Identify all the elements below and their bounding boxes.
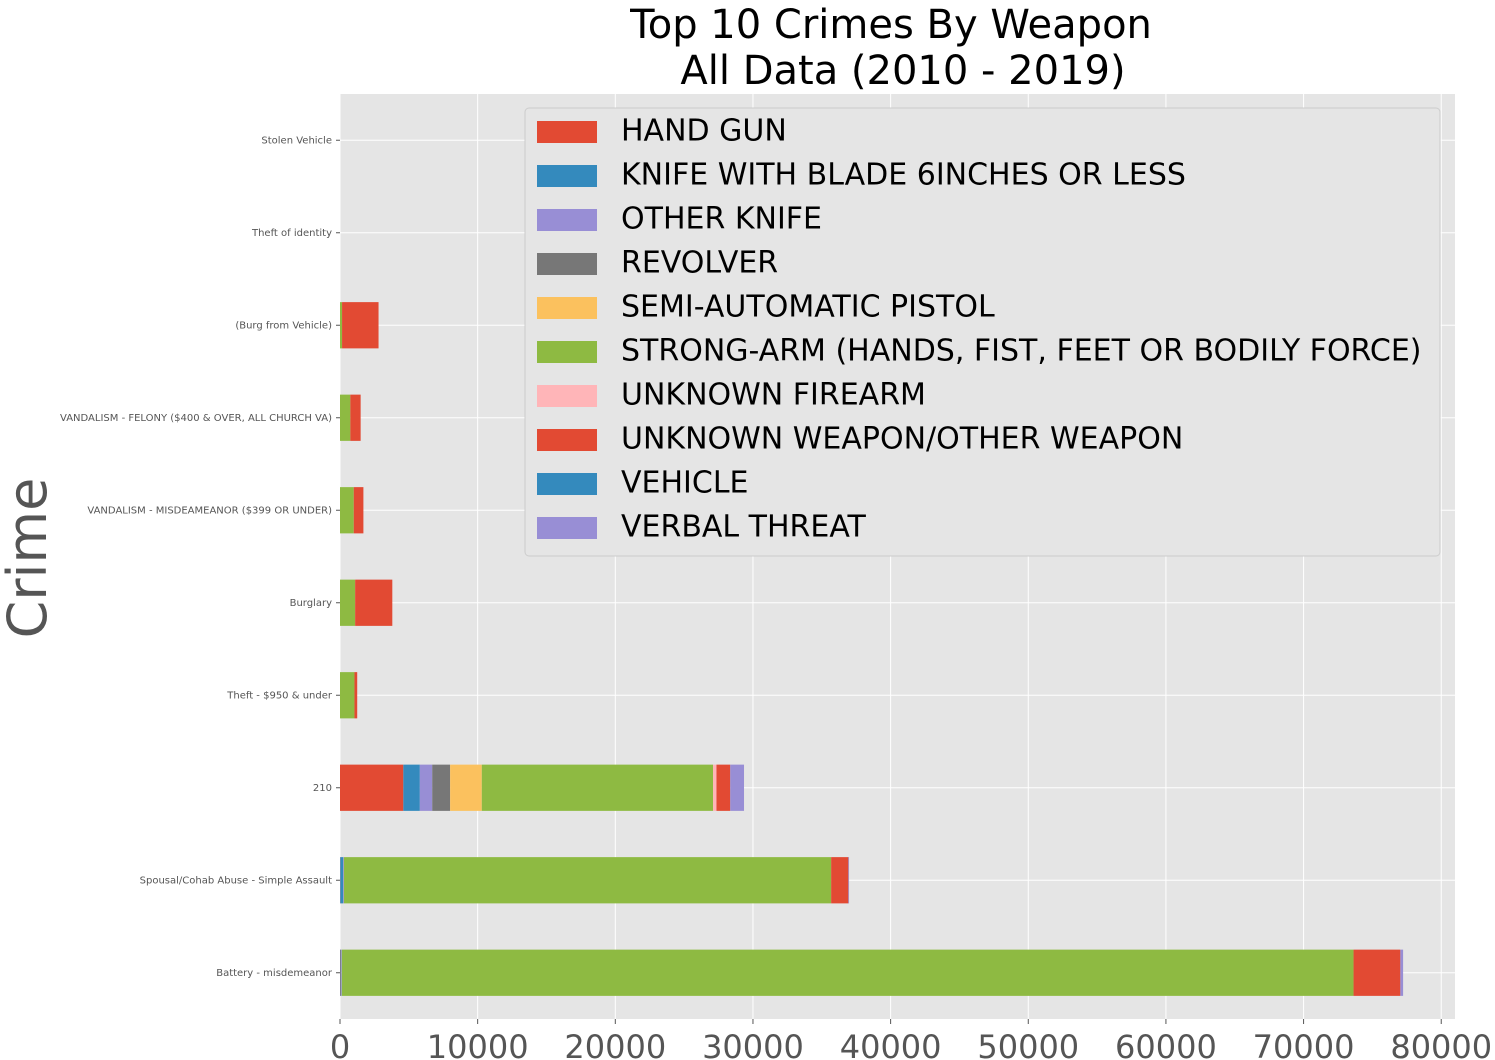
y-tick-label: Burglary	[290, 598, 332, 609]
x-axis-ticks: 0 10000 20000 30000 40000 50000 60000 70000 8000…	[330, 1019, 1492, 1060]
bar-segment	[342, 302, 379, 349]
bar-segment	[481, 764, 714, 811]
legend-swatch	[537, 429, 597, 451]
legend-swatch	[537, 517, 597, 539]
chart-subtitle: All Data (2010 - 2019)	[680, 48, 1125, 94]
y-axis-label: Crime	[0, 478, 59, 639]
legend-frame	[524, 107, 1441, 557]
bar-segment	[340, 487, 354, 534]
bar-segment	[354, 672, 358, 719]
y-tick-label: Spousal/Cohab Abuse - Simple Assault	[140, 875, 332, 886]
legend-swatch	[537, 121, 597, 143]
legend: HAND GUN KNIFE WITH BLADE 6INCHES OR LESS…	[524, 107, 1441, 557]
bar-segment	[340, 857, 344, 904]
bar-segment	[341, 949, 1354, 996]
legend-entry: VERBAL THREAT	[621, 510, 867, 545]
bar-segment	[340, 764, 404, 811]
legend-swatch	[537, 473, 597, 495]
bar-segment	[341, 949, 342, 996]
legend-swatch	[537, 253, 597, 275]
bar-segment	[730, 764, 745, 811]
bar-segment	[419, 764, 433, 811]
x-tick-label: 10000	[427, 1028, 529, 1060]
bar-segment	[432, 764, 451, 811]
legend-swatch	[537, 297, 597, 319]
x-tick-label: 20000	[564, 1028, 666, 1060]
y-tick-label: VANDALISM - FELONY ($400 & OVER, ALL CHU…	[60, 413, 332, 424]
x-tick-label: 40000	[840, 1028, 942, 1060]
legend-entry: KNIFE WITH BLADE 6INCHES OR LESS	[621, 158, 1186, 193]
bar-segment	[343, 857, 344, 904]
bar-segment	[340, 949, 342, 996]
bar-segment	[1353, 949, 1401, 996]
y-axis-ticks: Battery - misdemeanor Spousal/Cohab Abuse…	[60, 135, 340, 979]
bar-segment	[340, 394, 351, 441]
legend-swatch	[537, 209, 597, 231]
legend-entry: OTHER KNIFE	[621, 202, 822, 237]
bar-segment	[343, 857, 832, 904]
bar-segment	[340, 302, 343, 349]
legend-swatch	[537, 165, 597, 187]
y-tick-label: 210	[313, 783, 332, 794]
bar-segment	[355, 579, 393, 626]
bar-segment	[340, 579, 356, 626]
legend-swatch	[537, 385, 597, 407]
x-tick-label: 30000	[702, 1028, 804, 1060]
bar-segment	[403, 764, 420, 811]
legend-entry: STRONG-ARM (HANDS, FIST, FEET OR BODILY …	[621, 334, 1422, 369]
legend-entry: HAND GUN	[621, 114, 787, 149]
bars	[340, 302, 1404, 996]
bar-segment	[350, 394, 361, 441]
legend-swatch	[537, 341, 597, 363]
legend-entry: REVOLVER	[621, 246, 778, 281]
x-tick-label: 0	[330, 1028, 350, 1060]
y-tick-label: Theft - $950 & under	[226, 690, 333, 701]
y-tick-label: Stolen Vehicle	[261, 135, 332, 146]
legend-entry: UNKNOWN FIREARM	[621, 378, 926, 413]
x-tick-label: 50000	[977, 1028, 1079, 1060]
y-tick-label: (Burg from Vehicle)	[235, 320, 332, 331]
bar-segment	[1400, 949, 1404, 996]
x-tick-label: 70000	[1253, 1028, 1355, 1060]
bar-segment	[713, 764, 717, 811]
y-tick-label: Battery - misdemeanor	[216, 968, 333, 979]
legend-entry: SEMI-AUTOMATIC PISTOL	[621, 290, 995, 325]
bar-segment	[831, 857, 849, 904]
legend-entry: UNKNOWN WEAPON/OTHER WEAPON	[621, 422, 1183, 457]
bar-segment	[340, 672, 355, 719]
bar-segment	[848, 857, 850, 904]
bar-segment	[716, 764, 731, 811]
y-tick-label: VANDALISM - MISDEAMEANOR ($399 OR UNDER)	[87, 505, 332, 516]
x-tick-label: 60000	[1115, 1028, 1217, 1060]
bar-segment	[450, 764, 482, 811]
chart-title: Top 10 Crimes By Weapon	[629, 2, 1152, 48]
bar-segment	[353, 487, 364, 534]
legend-entry: VEHICLE	[621, 466, 749, 501]
x-tick-label: 80000	[1390, 1028, 1492, 1060]
y-tick-label: Theft of identity	[251, 228, 332, 239]
